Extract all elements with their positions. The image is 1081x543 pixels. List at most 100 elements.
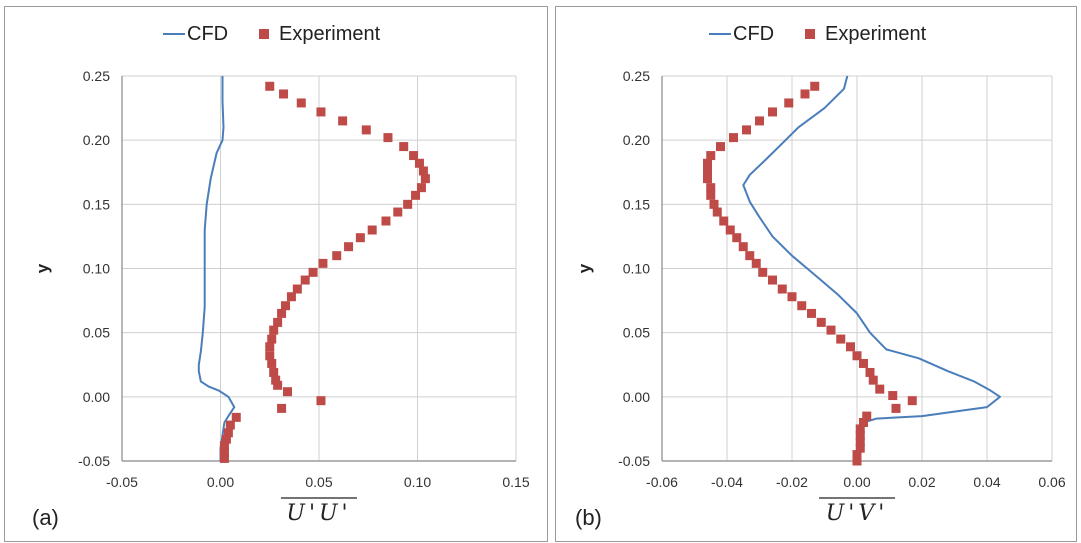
legend-label-cfd: CFD (187, 23, 228, 45)
y-tick-label: 0.10 (83, 261, 110, 277)
data-point-experiment (403, 199, 413, 209)
data-point-experiment (265, 351, 275, 361)
data-point-experiment (281, 301, 291, 311)
data-point-experiment (381, 216, 391, 226)
data-point-experiment (420, 174, 430, 184)
data-point-experiment (716, 142, 725, 152)
data-point-experiment (852, 351, 862, 361)
chart-b: -0.06 -0.04 -0.02 0.00 0.02 0.04 0.06 -0.05 0.00… (575, 23, 1066, 530)
data-point-experiment (393, 207, 403, 217)
data-point-experiment (907, 396, 917, 406)
data-point-experiment (706, 183, 716, 193)
data-point-experiment (816, 317, 826, 327)
y-tick-label: 0.15 (83, 196, 110, 212)
data-point-experiment (855, 443, 865, 453)
y-tick-label: 0.05 (83, 325, 110, 341)
data-point-experiment (800, 89, 810, 99)
data-point-experiment (383, 133, 393, 143)
chart-panel-b: -0.06 -0.04 -0.02 0.00 0.02 0.04 0.06 -0.05 0.00… (555, 6, 1077, 542)
data-point-experiment (361, 125, 371, 135)
y-tick-label: 0.25 (83, 68, 110, 84)
y-tick-label: 0.25 (623, 68, 650, 84)
data-point-experiment (758, 267, 768, 277)
x-tick-label: -0.02 (776, 474, 808, 490)
x-axis-label: U'U' (286, 501, 351, 526)
data-point-experiment (296, 98, 306, 108)
data-point-experiment (292, 284, 302, 294)
legend-label-experiment: Experiment (825, 23, 927, 45)
series-line-cfd (197, 76, 236, 461)
y-axis-label: y (575, 263, 594, 273)
data-point-experiment (745, 251, 755, 261)
data-point-experiment (219, 447, 229, 457)
data-point-experiment (719, 216, 729, 226)
x-axis-label: U'V' (826, 501, 889, 526)
data-point-experiment (855, 424, 865, 434)
data-point-experiment (399, 142, 409, 152)
panel-label: (a) (32, 505, 59, 530)
data-point-experiment (859, 358, 868, 368)
data-point-experiment (703, 158, 712, 168)
x-tick-label: 0.10 (404, 474, 431, 490)
data-point-experiment (852, 456, 862, 466)
data-point-experiment (273, 380, 283, 390)
y-tick-label: 0.15 (623, 196, 650, 212)
data-point-experiment (807, 308, 816, 318)
data-point-experiment (318, 258, 328, 268)
data-point-experiment (865, 367, 875, 377)
legend-swatch-experiment (259, 29, 269, 39)
data-point-experiment (279, 89, 289, 99)
x-tick-label: 0.02 (908, 474, 935, 490)
data-point-experiment (706, 190, 716, 200)
y-tick-label: 0.00 (623, 389, 650, 405)
data-point-experiment (409, 151, 419, 161)
data-point-experiment (219, 453, 229, 463)
data-point-experiment (355, 233, 365, 243)
x-tick-label: -0.05 (106, 474, 138, 490)
y-tick-label: 0.10 (623, 261, 650, 277)
data-point-experiment (852, 450, 862, 460)
data-point-experiment (703, 166, 712, 176)
data-point-experiment (768, 275, 777, 285)
data-point-experiment (316, 396, 326, 406)
data-point-experiment (846, 342, 855, 352)
data-point-experiment (777, 284, 787, 294)
y-tick-label: 0.20 (83, 132, 110, 148)
x-tick-label: 0.15 (502, 474, 529, 490)
data-point-experiment (267, 358, 277, 368)
data-point-experiment (418, 166, 428, 176)
data-point-experiment (265, 342, 275, 352)
x-tick-label: -0.06 (646, 474, 678, 490)
legend-label-experiment: Experiment (279, 23, 381, 45)
x-tick-label: 0.05 (305, 474, 332, 490)
data-point-experiment (271, 375, 281, 385)
data-point-experiment (826, 325, 836, 335)
chart-panel-a: -0.05 0.00 0.05 0.10 0.15 -0.05 0.00 0.05 0.10 0.… (4, 6, 548, 542)
data-point-experiment (891, 403, 901, 413)
series-line-cfd (742, 75, 1001, 461)
x-tick-label: 0.00 (843, 474, 870, 490)
data-point-experiment (862, 411, 872, 421)
data-point-experiment (282, 387, 292, 397)
y-tick-label: -0.05 (618, 453, 650, 469)
data-point-experiment (875, 384, 885, 394)
data-point-experiment (221, 434, 231, 444)
data-point-experiment (267, 334, 277, 344)
data-point-experiment (768, 107, 777, 117)
data-point-experiment (836, 334, 846, 344)
y-axis-label: y (33, 263, 52, 273)
data-point-experiment (338, 116, 348, 126)
x-tick-label: 0.06 (1038, 474, 1065, 490)
y-tick-label: 0.20 (623, 132, 650, 148)
data-point-experiment (265, 81, 275, 91)
data-point-experiment (738, 242, 748, 252)
y-tick-label: -0.05 (78, 453, 110, 469)
data-point-experiment (810, 81, 820, 91)
data-point-experiment (712, 207, 722, 217)
data-point-experiment (411, 190, 421, 200)
y-tick-label: 0.00 (83, 389, 110, 405)
data-point-experiment (367, 225, 377, 235)
data-point-experiment (725, 225, 735, 235)
data-point-experiment (269, 367, 279, 377)
data-point-experiment (706, 151, 716, 161)
